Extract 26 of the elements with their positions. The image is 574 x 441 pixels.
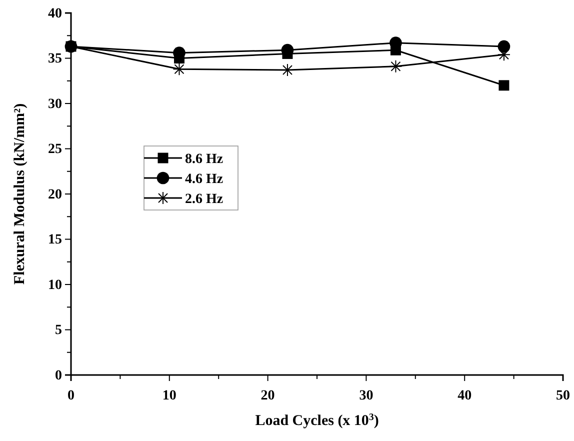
y-tick-label: 20	[48, 187, 62, 202]
legend-label: 2.6 Hz	[185, 192, 224, 207]
x-tick-label: 10	[162, 388, 176, 404]
x-tick-label: 40	[458, 388, 472, 404]
y-tick-label: 35	[48, 52, 62, 67]
y-tick-label: 10	[48, 278, 62, 293]
x-tick-label: 0	[68, 388, 74, 404]
y-tick-label: 30	[48, 96, 62, 112]
y-tick-label: 15	[48, 232, 62, 248]
y-axis-title: Flexural Modulus (kN/mm²)	[12, 103, 28, 285]
x-axis-title: Load Cycles (x 10$^{3}$)	[255, 412, 379, 429]
y-tick-label: 0	[55, 368, 62, 384]
y-tick-label: 25	[48, 142, 62, 158]
legend-label: 4.6 Hz	[185, 172, 224, 187]
x-tick-label: 50	[556, 388, 570, 404]
point	[498, 80, 510, 91]
x-tick-label: 20	[260, 388, 275, 404]
point	[280, 64, 294, 77]
y-tick-label: 5	[55, 323, 62, 338]
point	[497, 48, 510, 62]
legend-label: 8.6 Hz	[185, 152, 224, 167]
point	[498, 40, 510, 53]
x-tick-label: 30	[359, 388, 374, 404]
y-tick-label: 40	[48, 6, 62, 22]
point	[389, 60, 402, 73]
point	[172, 62, 186, 76]
